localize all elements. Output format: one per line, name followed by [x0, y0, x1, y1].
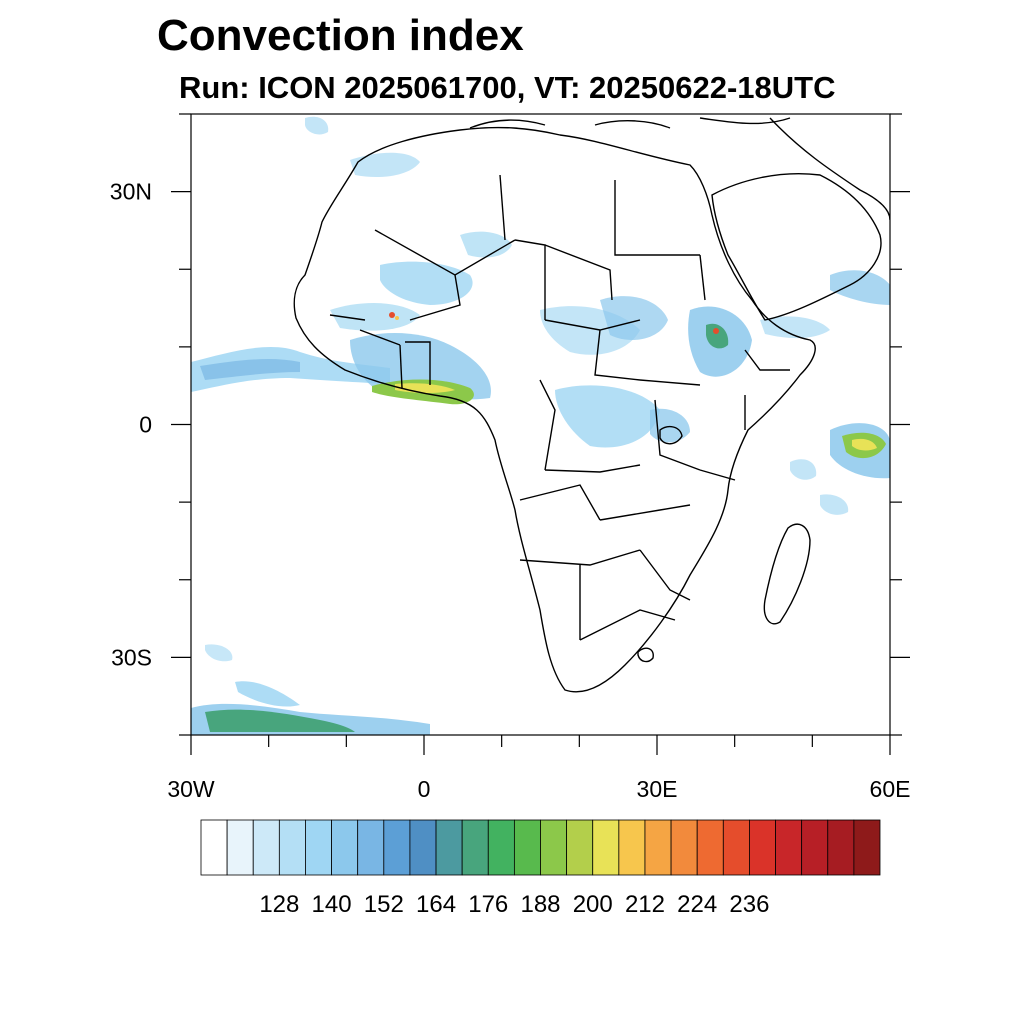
colorbar-label: 128: [259, 891, 299, 918]
lon-tick-label: 60E: [870, 776, 911, 802]
colorbar-label: 236: [729, 891, 769, 918]
chart-title: Convection index: [157, 11, 524, 60]
colorbar-swatch: [435, 819, 463, 876]
colorbar-swatch: [331, 819, 359, 876]
colorbar-label: 164: [416, 891, 456, 918]
lon-tick-label: 0: [418, 776, 431, 802]
colorbar-swatch: [305, 819, 332, 876]
colorbar-swatch: [827, 819, 855, 876]
axis-tick-labels: 30W 0 30E 60E 30N 0 30S: [110, 179, 911, 802]
map-frame: [190, 113, 891, 736]
colorbar: [200, 819, 881, 876]
lon-tick-label: 30E: [637, 776, 678, 802]
colorbar-swatch: [749, 819, 776, 876]
colorbar-swatch: [775, 819, 803, 876]
colorbar-swatch: [696, 819, 724, 876]
colorbar-swatch: [592, 819, 620, 876]
colorbar-label: 176: [468, 891, 508, 918]
convection-field: [191, 116, 890, 735]
colorbar-swatch: [722, 819, 750, 876]
axis-ticks: [171, 113, 910, 755]
lat-tick-label: 0: [139, 412, 152, 438]
colorbar-swatch: [252, 819, 280, 876]
colorbar-swatch: [540, 819, 568, 876]
colorbar-label: 188: [520, 891, 560, 918]
colorbar-label: 212: [625, 891, 665, 918]
colorbar-label: 200: [573, 891, 613, 918]
colorbar-label: 140: [312, 891, 352, 918]
colorbar-swatch: [487, 819, 515, 876]
colorbar-swatch: [357, 819, 385, 876]
lat-tick-label: 30N: [110, 179, 152, 205]
coastlines-borders: [293, 117, 890, 693]
colorbar-swatch: [618, 819, 646, 876]
colorbar-label: 152: [364, 891, 404, 918]
lon-tick-label: 30W: [167, 776, 215, 802]
colorbar-swatch: [513, 819, 541, 876]
colorbar-swatch: [461, 819, 489, 876]
colorbar-swatch: [409, 819, 437, 876]
colorbar-swatch: [200, 819, 228, 876]
colorbar-swatch: [566, 819, 594, 876]
colorbar-swatch: [853, 819, 881, 876]
lat-tick-label: 30S: [111, 644, 152, 670]
colorbar-swatch: [644, 819, 672, 876]
colorbar-swatch: [383, 819, 411, 876]
colorbar-labels: 128 140 152 164 176 188 200 212 224 236: [259, 891, 769, 918]
colorbar-swatch: [226, 819, 254, 876]
colorbar-swatch: [278, 819, 306, 876]
colorbar-label: 224: [677, 891, 717, 918]
chart-subtitle: Run: ICON 2025061700, VT: 20250622-18UTC: [179, 70, 836, 105]
colorbar-swatch: [801, 819, 829, 876]
colorbar-swatch: [670, 819, 698, 876]
